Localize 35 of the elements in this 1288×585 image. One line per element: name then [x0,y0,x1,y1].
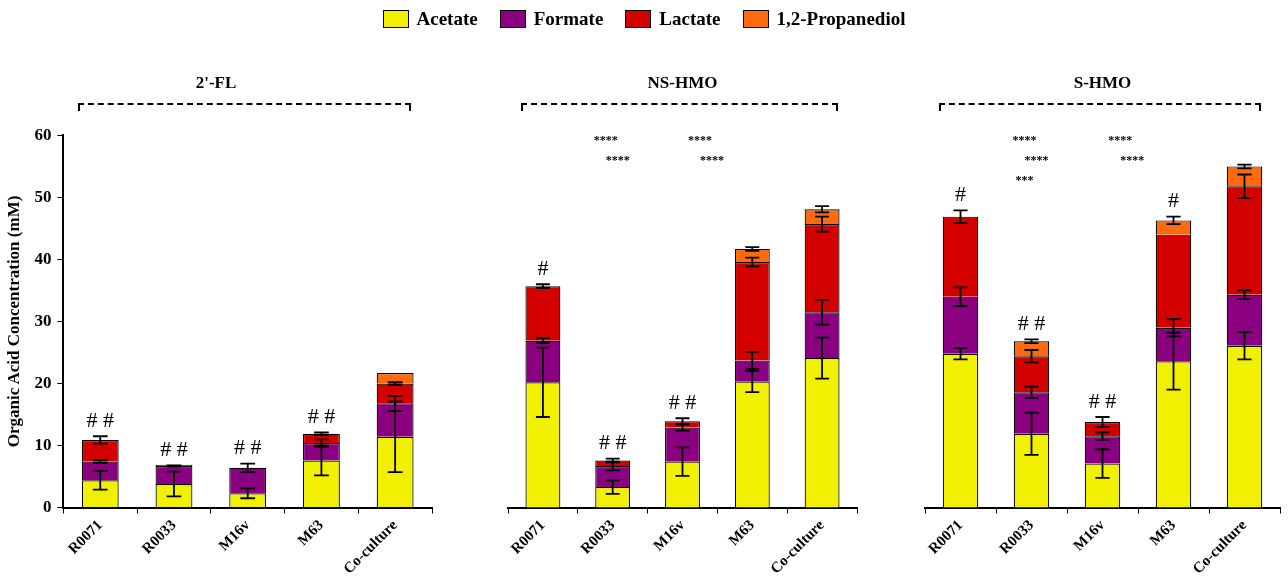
text: # # [86,407,115,433]
annotation: **** [1120,153,1145,168]
chart-title: S-HMO [1073,72,1132,92]
annotation: **** [1108,133,1133,148]
chart-title: NS-HMO [647,72,718,92]
legend-label: Lactate [659,8,721,30]
data-label: # # [1017,310,1046,336]
chart-title: 2'-FL [195,72,237,92]
text: # # [668,389,697,415]
y-axis-title: Organic Acid Concentration (mM) [3,195,23,448]
y-tick-label: 0 [42,496,52,516]
annotation: *** [1015,173,1034,188]
text: # [537,255,549,281]
text: # # [1088,387,1117,413]
y-tick-label: 60 [34,124,52,144]
text: # # [307,403,336,429]
data-label: # [1168,187,1179,213]
y-tick-label: 40 [34,248,52,268]
y-tick-label: 30 [34,310,52,330]
text: # # [598,429,627,455]
text: # [955,181,966,207]
legend-label: Acetate [416,8,478,30]
annotation: **** [687,133,712,148]
annotation: **** [1024,153,1049,168]
y-tick-label: 10 [34,434,52,454]
legend-label: 1,2-Propanediol [776,8,906,30]
legend-label: Formate [533,8,604,30]
y-tick-label: 20 [34,372,52,392]
text: # # [160,435,188,461]
y-tick-label: 50 [34,186,52,206]
annotation: **** [699,153,724,168]
text: # # [233,434,262,460]
annotation: **** [1012,133,1037,148]
annotation: **** [605,153,630,168]
annotation: **** [593,133,618,148]
